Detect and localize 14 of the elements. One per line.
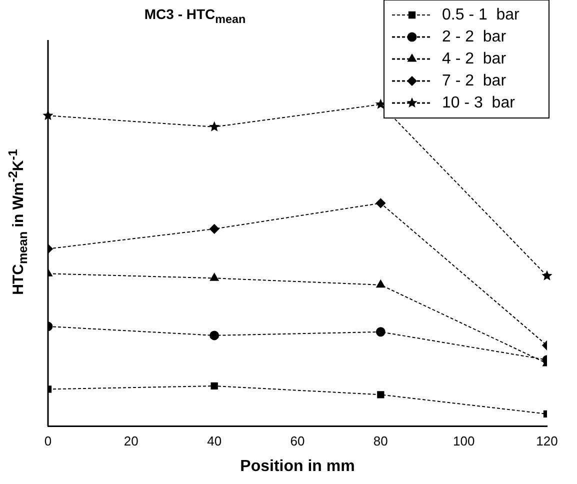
legend-label: 4 - 2 bar — [442, 50, 507, 68]
x-tick-label: 40 — [207, 434, 222, 449]
x-tick-label: 20 — [124, 434, 138, 449]
x-tick-label: 120 — [536, 434, 558, 449]
legend-label: 10 - 3 bar — [442, 94, 516, 112]
chart-title: MC3 - HTC$_{mean}$ — [143, 6, 247, 26]
x-tick-label: 0 — [44, 434, 52, 449]
x-tick-label: 100 — [452, 434, 475, 449]
x-tick-label: 80 — [373, 434, 388, 449]
legend-label: 0.5 - 1 bar — [442, 6, 520, 24]
x-tick-label: 60 — [290, 434, 305, 449]
legend-label: 2 - 2 bar — [442, 28, 507, 46]
legend-label: 7 - 2 bar — [442, 72, 507, 90]
x-axis-title: Position in mm — [240, 458, 355, 475]
